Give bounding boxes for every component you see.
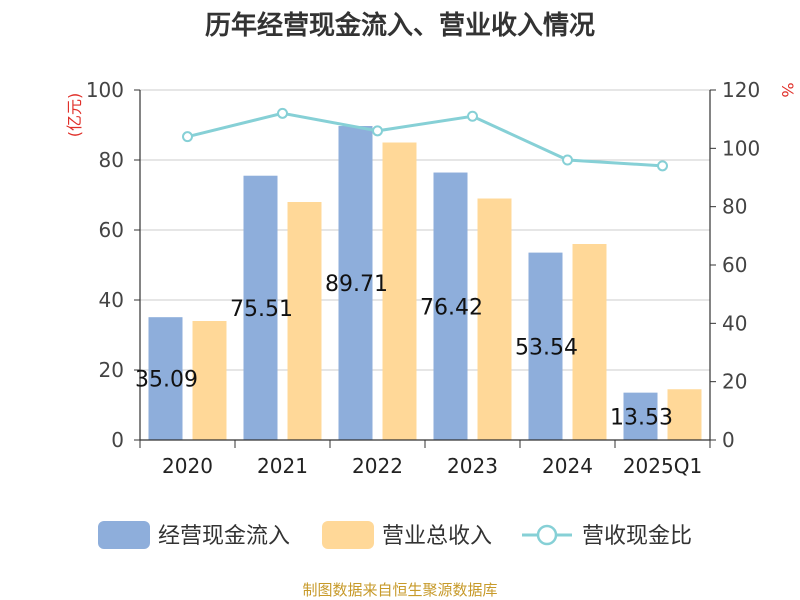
- x-tick-label: 2024: [542, 454, 593, 478]
- left-tick-label: 80: [99, 148, 124, 172]
- axes: 0 20 40 60 80 100 0 20 40 60 80 100 120 (亿元)% 2020 2021…: [65, 78, 797, 478]
- right-axis-unit: %: [778, 82, 797, 97]
- bar-cash-inflow: [528, 252, 563, 440]
- left-tick-label: 20: [99, 358, 124, 382]
- ratio-point: [277, 107, 288, 119]
- bars: [148, 126, 702, 440]
- legend-label-revenue: 营业总收入: [382, 524, 492, 549]
- right-tick-label: 20: [722, 370, 747, 394]
- ratio-point: [182, 131, 193, 143]
- right-tick-label: 60: [722, 253, 747, 277]
- x-tick-label: 2020: [162, 454, 213, 478]
- bar-cash-inflow: [243, 175, 278, 440]
- legend-swatch-ratio-point: [536, 524, 558, 546]
- bar-cash-inflow: [433, 172, 468, 440]
- x-tick-label: 2023: [447, 454, 498, 478]
- data-label: 89.71: [325, 272, 388, 297]
- bar-revenue: [572, 244, 607, 440]
- ratio-point: [467, 110, 478, 122]
- bar-revenue: [287, 202, 322, 440]
- right-tick-label: 40: [722, 311, 747, 335]
- right-tick-label: 120: [722, 78, 760, 102]
- data-label: 13.53: [610, 405, 673, 430]
- left-tick-label: 100: [86, 78, 124, 102]
- ratio-point: [562, 154, 573, 166]
- bar-revenue: [667, 389, 702, 440]
- legend-swatch-cash-inflow: [98, 521, 150, 549]
- right-tick-label: 80: [722, 195, 747, 219]
- bar-cash-inflow: [623, 392, 658, 440]
- data-labels: 35.09 75.51 89.71 76.42 53.54 13.53: [135, 272, 673, 430]
- right-tick-label: 0: [722, 428, 735, 452]
- source-note: 制图数据来自恒生聚源数据库: [302, 581, 497, 599]
- bar-revenue: [382, 142, 417, 440]
- data-label: 76.42: [420, 295, 483, 320]
- bar-revenue: [192, 321, 227, 440]
- left-tick-label: 40: [99, 288, 124, 312]
- left-tick-label: 0: [111, 428, 124, 452]
- x-tick-label: 2021: [257, 454, 308, 478]
- legend: 经营现金流入 营业总收入 营收现金比: [98, 521, 692, 549]
- data-label: 75.51: [230, 297, 293, 322]
- left-tick-label: 60: [99, 218, 124, 242]
- grid: [140, 89, 710, 371]
- ratio-point: [657, 160, 668, 172]
- ratio-point: [372, 125, 383, 137]
- left-axis-unit: (亿元): [65, 93, 84, 138]
- legend-swatch-revenue: [322, 521, 374, 549]
- right-tick-label: 100: [722, 136, 760, 160]
- data-label: 35.09: [135, 368, 198, 393]
- x-tick-label: 2025Q1: [623, 454, 702, 478]
- ratio-line: [182, 107, 668, 172]
- legend-label-ratio: 营收现金比: [582, 524, 692, 549]
- chart-title: 历年经营现金流入、营业收入情况: [205, 10, 595, 41]
- legend-label-cash-inflow: 经营现金流入: [158, 524, 290, 549]
- bar-cash-inflow: [338, 126, 373, 440]
- x-tick-label: 2022: [352, 454, 403, 478]
- ratio-polyline: [187, 111, 663, 168]
- bar-cash-inflow: [148, 317, 183, 440]
- bar-revenue: [477, 198, 512, 440]
- data-label: 53.54: [515, 335, 578, 360]
